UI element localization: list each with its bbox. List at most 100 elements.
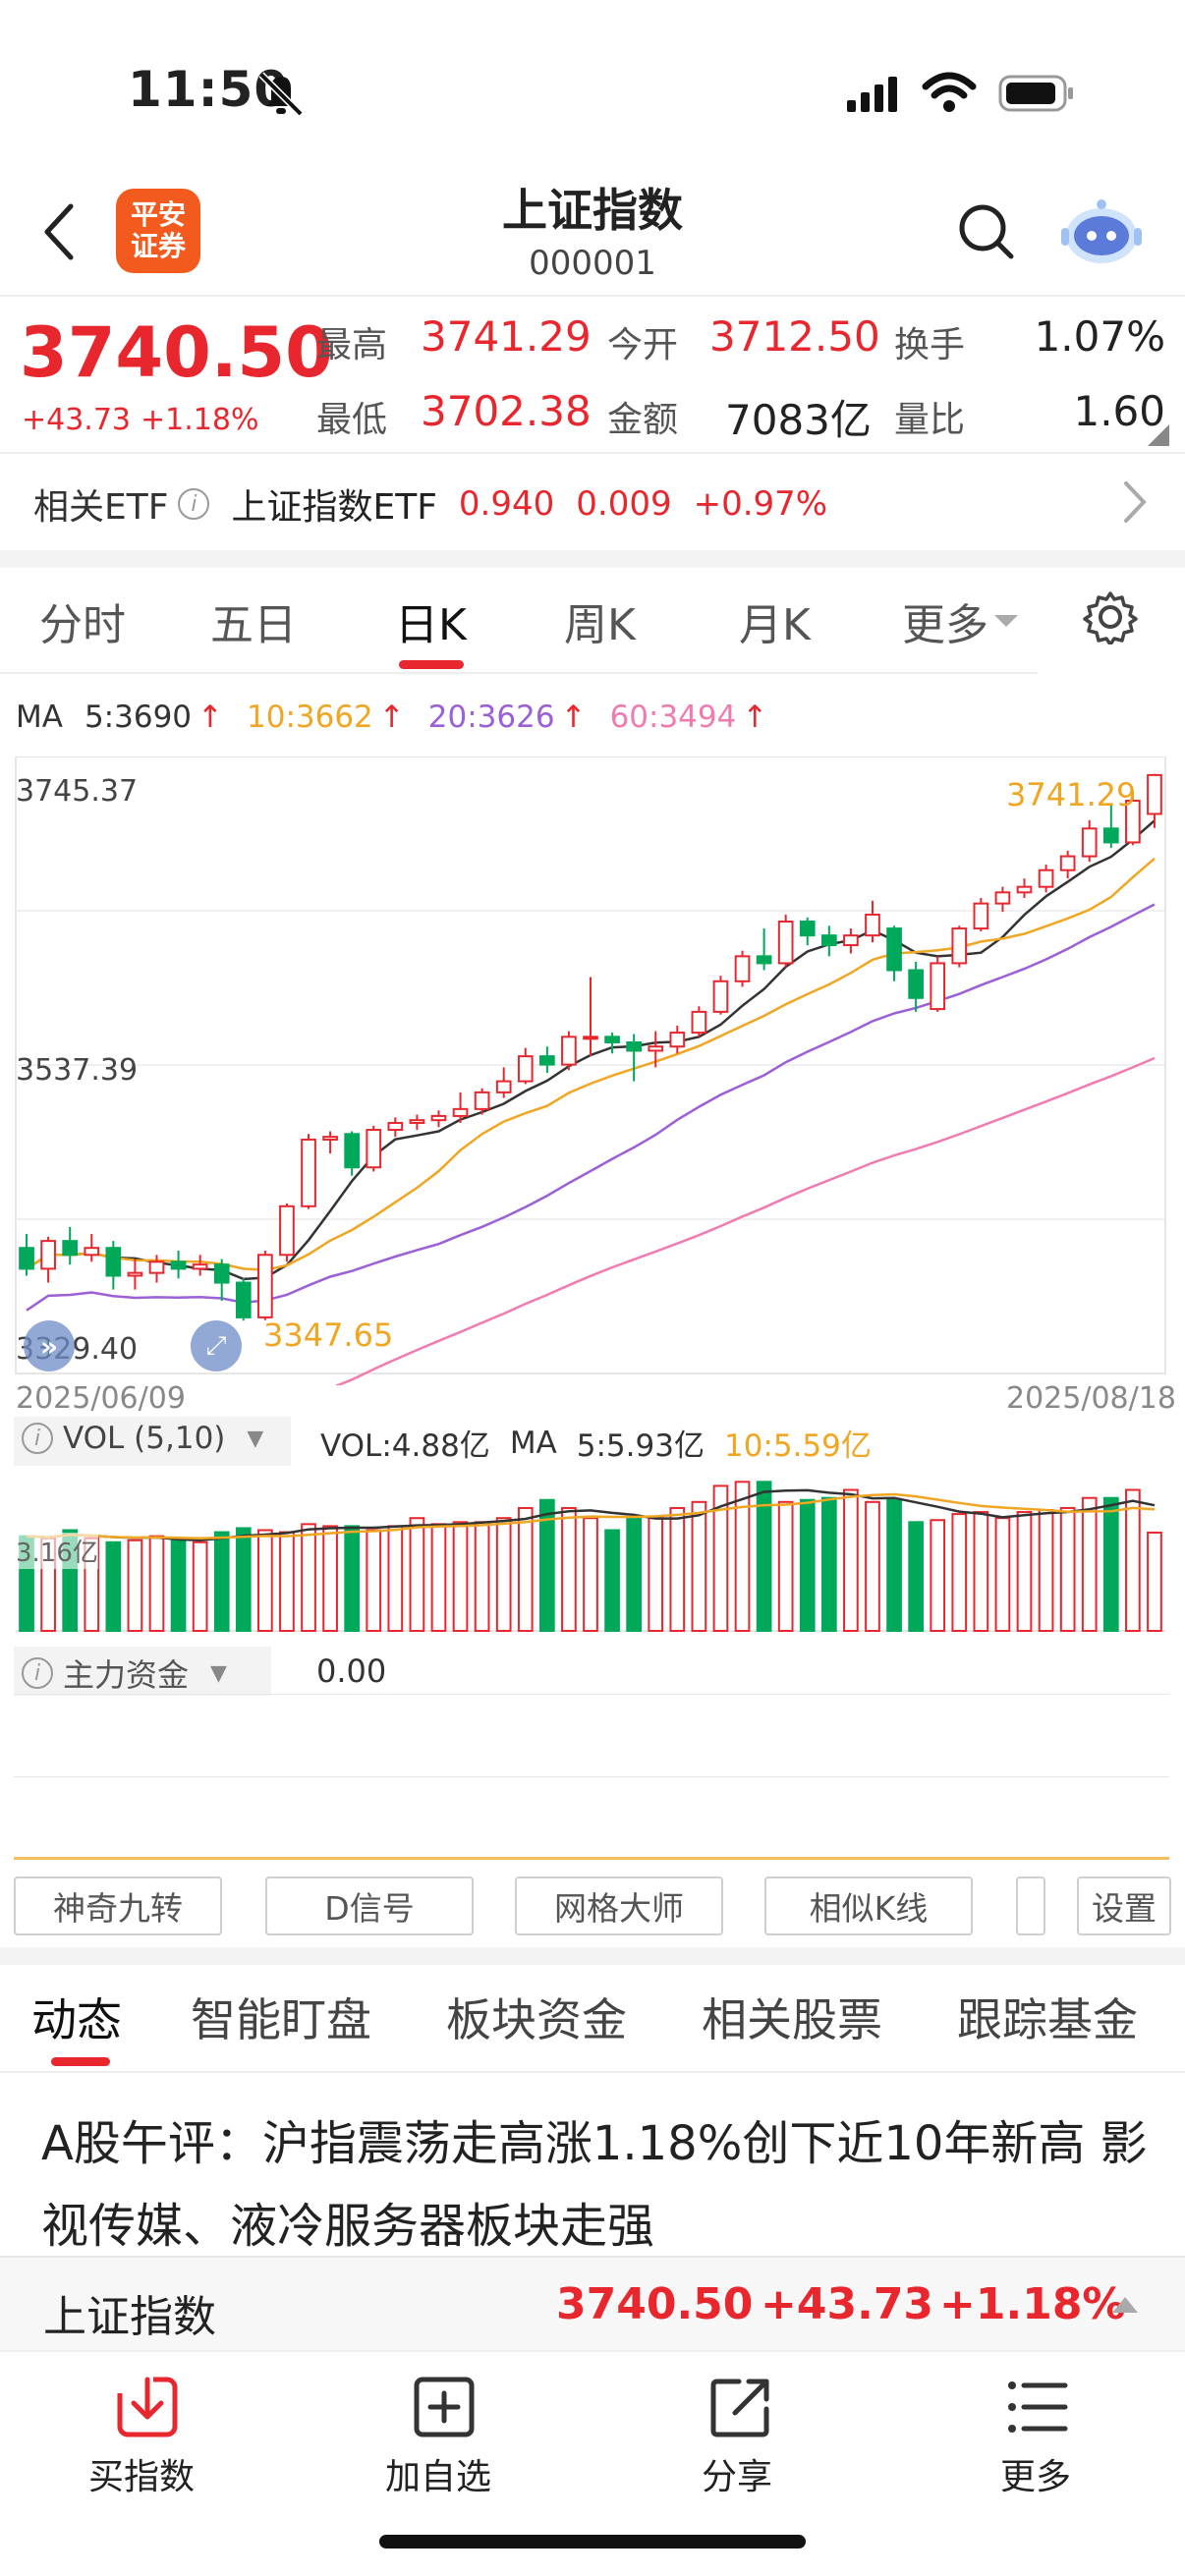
ticker-price: 3740.50 <box>556 2279 754 2329</box>
fund-info-icon[interactable]: i <box>22 1657 53 1689</box>
candle-body <box>344 1133 361 1169</box>
btn-similar-k[interactable]: 相似K线 <box>764 1876 973 1935</box>
tab-monthly-k[interactable]: 月K <box>739 600 811 650</box>
amount-label: 金额 <box>607 400 679 440</box>
subtab-sector-fund[interactable]: 板块资金 <box>446 1993 627 2046</box>
current-price: 3740.50 <box>20 312 333 393</box>
volume-chart[interactable] <box>0 1466 1185 1635</box>
btn-d-signal[interactable]: D信号 <box>265 1876 474 1935</box>
settings-gear-icon[interactable] <box>1083 589 1138 644</box>
vol-ma10-line <box>26 1492 1156 1540</box>
volume-bar <box>322 1525 338 1632</box>
assistant-robot-icon[interactable] <box>1057 193 1146 271</box>
btn-grid-master[interactable]: 网格大师 <box>515 1876 723 1935</box>
volume-bar <box>1016 1511 1033 1632</box>
tab-five-day[interactable]: 五日 <box>210 600 297 650</box>
subtab-tracking-funds[interactable]: 跟踪基金 <box>957 1993 1138 2046</box>
ma5-arrow: ↑ <box>198 700 223 735</box>
volume-bar <box>865 1500 880 1632</box>
add-watchlist-icon[interactable] <box>413 2376 476 2438</box>
volume-bar <box>820 1496 837 1633</box>
candle-body <box>951 927 968 965</box>
more-menu-icon[interactable] <box>1006 2378 1069 2436</box>
main-fund-value: 0.00 <box>316 1652 387 1690</box>
candle-body <box>495 1080 512 1093</box>
add-watchlist-label[interactable]: 加自选 <box>385 2457 492 2497</box>
date-start: 2025/06/09 <box>16 1381 186 1416</box>
candle-body <box>908 969 924 999</box>
volume-bar <box>366 1529 382 1632</box>
share-label[interactable]: 分享 <box>702 2457 773 2497</box>
candle-body <box>474 1091 490 1110</box>
subtab-indicator <box>51 2057 110 2066</box>
chevron-right-icon[interactable] <box>1120 479 1150 525</box>
signal-icon <box>847 77 897 112</box>
volume-bar <box>344 1525 361 1632</box>
subtab-related-stocks[interactable]: 相关股票 <box>702 1993 882 2046</box>
open-label: 今开 <box>607 325 679 365</box>
candle-body <box>301 1138 316 1207</box>
main-fund-label: 主力资金 <box>63 1656 190 1694</box>
volume-bar <box>452 1521 469 1632</box>
ma-legend: MA 5:3690 ↑ 10:3662 ↑ 20:3626 ↑ 60:3494 … <box>16 700 767 735</box>
buy-download-icon[interactable] <box>116 2376 179 2438</box>
more-label[interactable]: 更多 <box>1000 2457 1072 2497</box>
volume-bar <box>799 1498 816 1632</box>
ticker-name: 上证指数 <box>43 2292 216 2342</box>
ticker-bar[interactable] <box>0 2256 1185 2350</box>
back-icon[interactable] <box>39 202 79 261</box>
buy-index-label[interactable]: 买指数 <box>88 2457 196 2497</box>
news-headline[interactable]: A股午评：沪指震荡走高涨1.18%创下近10年新高 影视传媒、液冷服务器板块走强 <box>41 2116 1148 2254</box>
volume-bar <box>127 1539 143 1632</box>
etf-row[interactable]: 相关ETF i 上证指数ETF 0.940 0.009 +0.97% <box>33 479 827 529</box>
search-icon[interactable] <box>957 202 1016 261</box>
vol-selector[interactable] <box>14 1417 291 1466</box>
btn-magic-nine[interactable]: 神奇九转 <box>14 1876 222 1935</box>
kline-chart[interactable] <box>0 756 1185 1385</box>
tab-weekly-k[interactable]: 周K <box>564 600 636 650</box>
battery-icon <box>998 75 1073 112</box>
volume-bar <box>387 1525 404 1632</box>
etf-label: 相关ETF <box>33 487 169 528</box>
ma10-value: 10:3662 <box>247 700 373 735</box>
volume-bar <box>148 1535 165 1632</box>
volume-bar <box>279 1531 295 1632</box>
tab-timeshare[interactable]: 分时 <box>39 600 126 650</box>
stock-code: 000001 <box>529 244 656 283</box>
ma60-value: 60:3494 <box>609 700 737 735</box>
subtab-smart-watch[interactable]: 智能盯盘 <box>191 1993 371 2046</box>
vol-info-icon[interactable]: i <box>22 1423 53 1454</box>
candle-body <box>62 1240 79 1257</box>
volume-bar <box>561 1506 577 1633</box>
volume-bar <box>170 1539 187 1632</box>
volume-bar <box>886 1498 902 1632</box>
btn-settings[interactable]: 设置 <box>1077 1876 1171 1935</box>
etf-change: 0.009 <box>576 484 672 524</box>
vol-value: VOL:4.88亿 <box>320 1428 490 1464</box>
candle-body <box>430 1114 447 1122</box>
scroll-left-icon[interactable]: » <box>24 1320 75 1372</box>
subtab-news[interactable]: 动态 <box>31 1993 122 2046</box>
candle-body <box>1147 773 1162 815</box>
candle-body <box>604 1036 620 1043</box>
volume-bar <box>973 1511 989 1632</box>
y-axis-mid: 3537.39 <box>16 1053 139 1088</box>
candle-body <box>84 1247 100 1257</box>
info-icon[interactable]: i <box>178 488 210 520</box>
volume-bar <box>1081 1496 1098 1633</box>
tab-more[interactable]: 更多 <box>902 589 1020 652</box>
caret-up-icon[interactable] <box>1110 2293 1140 2317</box>
share-icon[interactable] <box>709 2376 772 2438</box>
btn-partial[interactable] <box>1016 1876 1045 1935</box>
home-indicator <box>379 2535 806 2548</box>
candle-body <box>930 962 946 1011</box>
candle-body <box>734 955 751 982</box>
candle-body <box>235 1281 252 1318</box>
volume-bar <box>1102 1496 1119 1633</box>
corner-expand-icon[interactable] <box>1148 424 1169 446</box>
fullscreen-icon[interactable]: ⤢ <box>191 1320 242 1372</box>
candle-body <box>322 1136 338 1141</box>
tab-daily-k[interactable]: 日K <box>395 600 467 650</box>
active-tab-indicator <box>399 660 464 669</box>
main-fund-selector[interactable] <box>14 1647 271 1696</box>
